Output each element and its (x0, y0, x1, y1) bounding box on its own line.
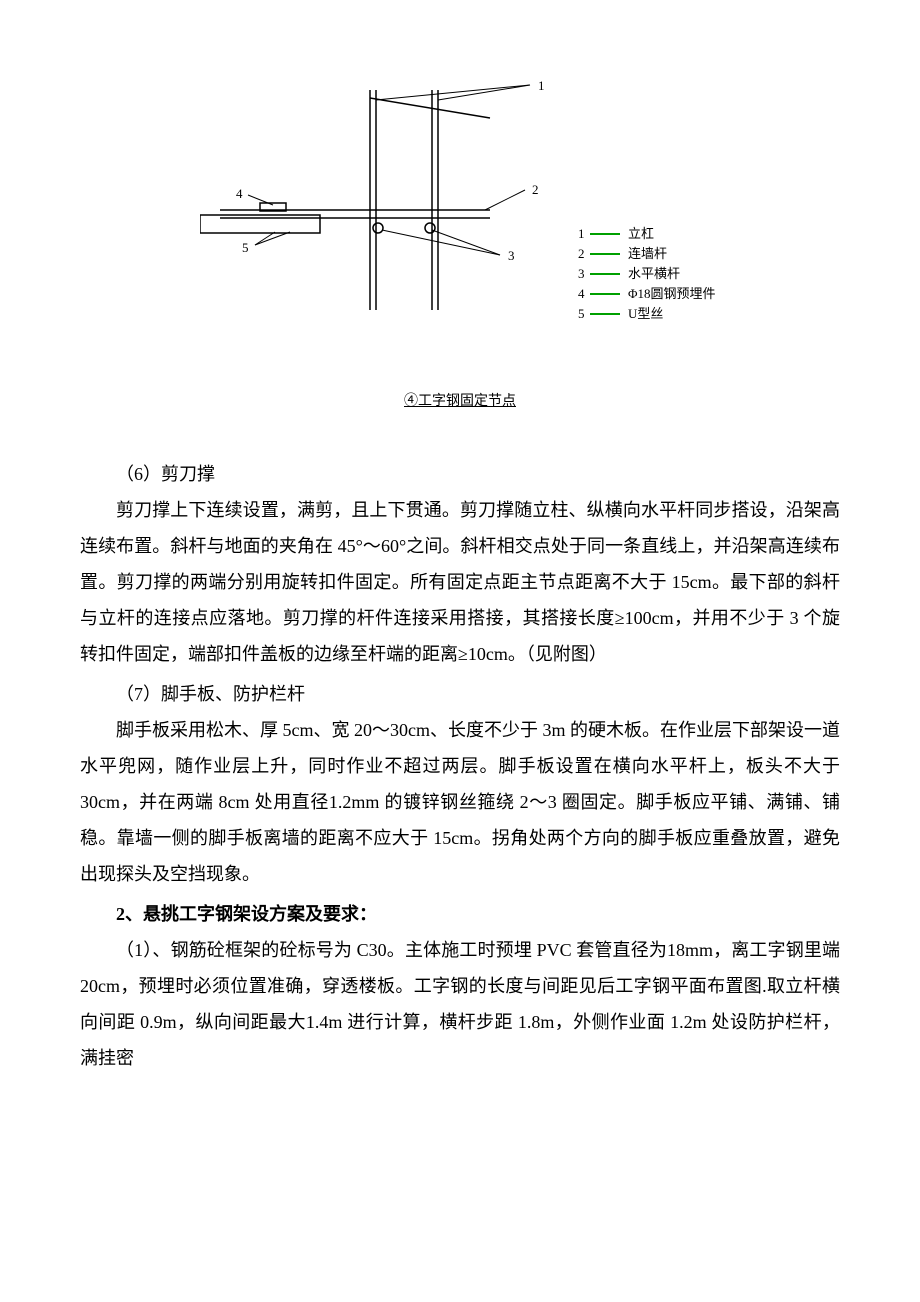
legend-label-2: 连墙杆 (628, 246, 667, 261)
legend-num-4: 4 (578, 286, 585, 301)
callout-1: 1 (538, 78, 545, 93)
section-6-body: 剪刀撑上下连续设置，满剪，且上下贯通。剪刀撑随立柱、纵横向水平杆同步搭设，沿架高… (80, 492, 840, 672)
joint-right (425, 223, 435, 233)
section-6-title: （6）剪刀撑 (80, 456, 840, 492)
heading-2-body: （1）、钢筋砼框架的砼标号为 C30。主体施工时预埋 PVC 套管直径为18mm… (80, 932, 840, 1076)
legend-num-1: 1 (578, 226, 585, 241)
legend: 1 立杠 2 连墙杆 3 水平横杆 4 Φ18圆钢预埋件 5 U型丝 (578, 226, 716, 321)
legend-num-3: 3 (578, 266, 585, 281)
section-7-body: 脚手板采用松木、厚 5cm、宽 20～30cm、长度不少于 3m 的硬木板。在作… (80, 712, 840, 892)
legend-num-5: 5 (578, 306, 585, 321)
legend-label-4: Φ18圆钢预埋件 (628, 286, 716, 301)
callout-2: 2 (532, 182, 539, 197)
diagram-container: 1 2 3 4 5 1 立杠 2 连墙杆 3 水平横杆 4 Φ18圆钢预埋件 (80, 60, 840, 416)
diagram-caption: ④工字钢固定节点 (404, 388, 516, 416)
legend-num-2: 2 (578, 246, 585, 261)
section-7-title: （7）脚手板、防护栏杆 (80, 676, 840, 712)
fixed-node-diagram: 1 2 3 4 5 1 立杠 2 连墙杆 3 水平横杆 4 Φ18圆钢预埋件 (200, 60, 720, 380)
callout-5: 5 (242, 240, 249, 255)
callout-4: 4 (236, 186, 243, 201)
legend-label-1: 立杠 (628, 226, 654, 241)
brace (370, 98, 490, 118)
callout-3: 3 (508, 248, 515, 263)
legend-label-3: 水平横杆 (628, 266, 680, 281)
heading-2-title: 2、悬挑工字钢架设方案及要求： (80, 896, 840, 932)
joint-left (373, 223, 383, 233)
legend-label-5: U型丝 (628, 306, 663, 321)
leader-2 (485, 190, 525, 210)
